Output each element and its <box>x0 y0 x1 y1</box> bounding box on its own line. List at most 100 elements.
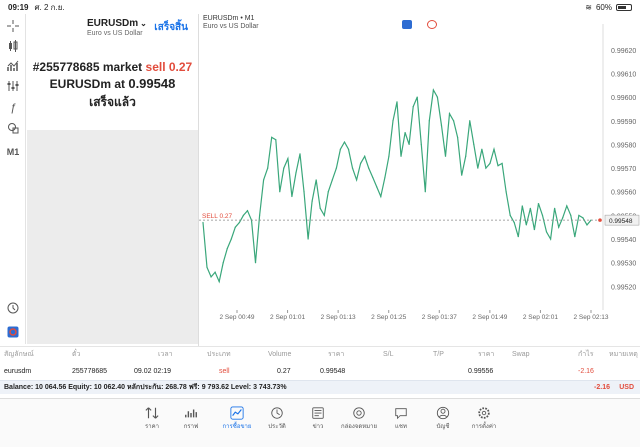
crosshair-icon[interactable] <box>4 18 22 34</box>
column-header[interactable]: T/P <box>433 351 444 358</box>
tab-account[interactable]: บัญชี <box>418 405 468 431</box>
trade-app-icon[interactable] <box>4 324 22 340</box>
data-point <box>582 217 584 219</box>
tab-label: ประวัติ <box>268 424 286 430</box>
chat-icon <box>394 405 408 421</box>
order-message-line2: EURUSDm at 0.99548 <box>27 76 198 91</box>
data-point <box>368 167 370 169</box>
chart-subtitle: Euro vs US Dollar <box>203 23 259 30</box>
one-click-trade-icon[interactable] <box>402 20 412 29</box>
y-tick-label: 0.99620 <box>611 48 636 55</box>
balance-bar: Balance: 10 064.56 Equity: 10 062.40 หลั… <box>0 380 640 394</box>
x-tick-label: 2 Sep 01:37 <box>422 314 457 321</box>
y-tick-label: 0.99610 <box>611 71 636 78</box>
data-point <box>574 236 576 238</box>
data-point <box>549 238 552 240</box>
tab-quotes[interactable]: ราคา <box>127 405 177 431</box>
status-time: 09:19 <box>8 2 29 12</box>
column-header[interactable]: ราคา <box>478 351 495 358</box>
table-row[interactable]: eurusdm 255778685 09.02 02:19 sell 0.27 … <box>0 364 640 378</box>
tab-label: ราคา <box>145 424 159 430</box>
order-symbol-at: EURUSDm at <box>49 77 129 91</box>
tab-chart[interactable]: กราฟ <box>166 405 216 431</box>
tab-trade[interactable]: การซื้อขาย <box>212 405 262 431</box>
column-header[interactable]: กำไร <box>578 351 594 358</box>
data-point <box>444 155 447 157</box>
data-point <box>481 148 483 150</box>
candles-icon[interactable] <box>4 38 22 54</box>
shapes-icon[interactable] <box>4 120 22 136</box>
data-point <box>404 132 406 134</box>
data-point <box>226 247 228 250</box>
chart-icon <box>184 405 198 421</box>
order-action: sell 0.27 <box>145 60 193 74</box>
battery-fill <box>618 5 627 9</box>
y-tick-label: 0.99580 <box>611 142 636 149</box>
column-header[interactable]: ราคา <box>328 351 345 358</box>
done-button[interactable]: เสร็จสิ้น <box>154 22 188 33</box>
column-header[interactable]: ตั๋ว <box>72 351 81 358</box>
data-point <box>210 276 212 278</box>
data-point <box>380 195 382 198</box>
data-point <box>202 221 204 224</box>
data-point <box>311 200 313 202</box>
data-point <box>372 176 374 179</box>
data-point <box>489 162 491 164</box>
data-point <box>347 148 350 150</box>
column-header[interactable]: ประเภท <box>207 351 231 358</box>
y-tick-label: 0.99570 <box>611 166 636 173</box>
row-type: sell <box>219 367 230 375</box>
data-point <box>400 155 402 157</box>
battery-icon <box>616 3 632 11</box>
data-point <box>396 101 398 103</box>
chevron-down-icon: ⌄ <box>140 19 147 28</box>
data-point <box>214 271 216 273</box>
tab-chat[interactable]: แชท <box>376 405 426 431</box>
data-point <box>493 148 495 150</box>
settings-sliders-icon[interactable] <box>4 78 22 94</box>
chart-area[interactable]: EURUSDm • M1 Euro vs US Dollar 0.99620 0.… <box>198 14 640 346</box>
data-point <box>436 96 439 98</box>
data-point <box>287 158 289 160</box>
indicators-icon[interactable] <box>4 58 22 74</box>
column-header[interactable]: S/L <box>383 351 394 358</box>
clock-icon[interactable] <box>4 300 22 316</box>
column-header[interactable]: Volume <box>268 351 292 358</box>
timeframe-button[interactable]: M1 <box>6 147 20 157</box>
data-point <box>416 96 418 98</box>
tab-settings[interactable]: การตั้งค่า <box>459 405 509 431</box>
data-point <box>258 214 261 216</box>
data-point <box>238 221 240 224</box>
column-header[interactable]: เวลา <box>158 351 173 358</box>
data-point <box>376 186 378 188</box>
data-point <box>323 214 325 216</box>
column-header[interactable]: หมายเหตุ <box>609 351 638 358</box>
symbol-selector[interactable]: EURUSDm ⌄ <box>87 18 147 29</box>
x-tick-label: 2 Sep 02:13 <box>573 314 608 321</box>
data-point <box>428 120 430 122</box>
price-line <box>202 88 592 284</box>
data-point <box>461 174 463 176</box>
data-point <box>477 167 479 169</box>
data-point <box>424 191 426 193</box>
column-header[interactable]: Swap <box>512 351 530 358</box>
data-point <box>279 191 281 193</box>
positions-table-header: สัญลักษณ์ ตั๋ว เวลา ประเภท Volume ราคา S/L T/P ร… <box>0 346 640 362</box>
data-point <box>246 210 249 212</box>
data-point <box>497 165 499 167</box>
data-point <box>267 167 269 169</box>
tab-history[interactable]: ประวัติ <box>252 405 302 431</box>
panel-background <box>27 130 198 344</box>
order-message-line1: #255778685 market sell 0.27 <box>27 60 198 74</box>
account-icon <box>436 405 450 421</box>
tab-news[interactable]: ข่าว <box>293 405 343 431</box>
data-point <box>230 238 232 240</box>
tab-mailbox[interactable]: กล่องจดหมาย <box>334 405 384 431</box>
column-header[interactable]: สัญลักษณ์ <box>4 351 34 358</box>
data-point <box>271 136 273 138</box>
function-icon[interactable]: ƒ <box>9 102 17 114</box>
data-point <box>351 167 354 169</box>
order-symbol: EURUSDm <box>87 18 139 29</box>
trade-level-icon[interactable] <box>427 20 437 29</box>
data-point <box>307 238 309 240</box>
